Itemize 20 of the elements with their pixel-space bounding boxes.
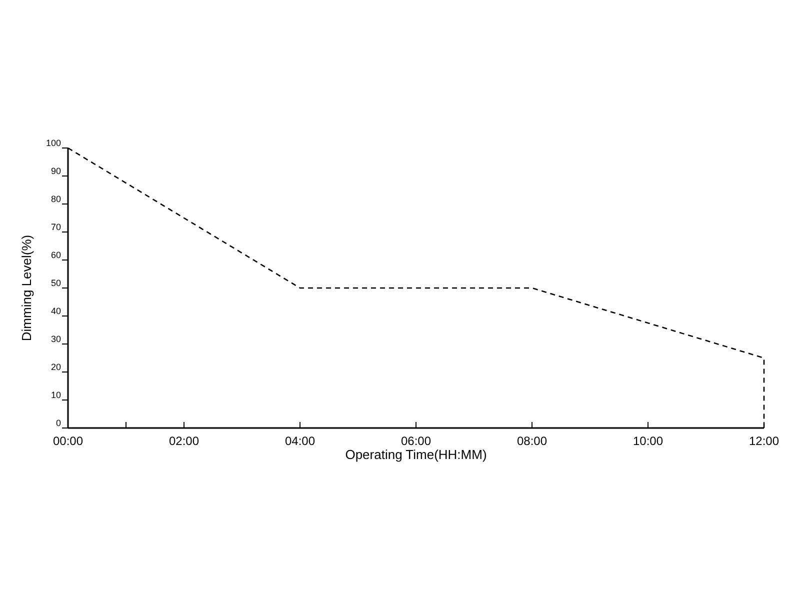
x-tick-label: 04:00 <box>284 434 316 448</box>
x-tick-label: 08:00 <box>516 434 548 448</box>
x-tick-label: 00:00 <box>52 434 84 448</box>
x-tick-label: 12:00 <box>748 434 780 448</box>
y-tick-label: 40 <box>50 306 61 316</box>
y-tick-label: 70 <box>50 222 61 232</box>
y-tick-label: 100 <box>46 138 61 148</box>
y-tick-label: 50 <box>50 278 61 288</box>
y-tick-label: 60 <box>50 250 61 260</box>
x-axis-title: Operating Time(HH:MM) <box>345 447 487 462</box>
y-axis-title: Dimming Level(%) <box>19 234 34 342</box>
y-tick-label: 80 <box>50 194 61 204</box>
x-tick-label: 02:00 <box>168 434 200 448</box>
y-tick-label: 0 <box>56 418 61 428</box>
y-tick-label: 20 <box>50 362 61 372</box>
y-tick-label: 30 <box>50 334 61 344</box>
x-tick-label: 06:00 <box>400 434 432 448</box>
y-tick-label: 90 <box>50 166 61 176</box>
y-tick-label: 10 <box>50 390 61 400</box>
x-tick-label: 10:00 <box>632 434 664 448</box>
